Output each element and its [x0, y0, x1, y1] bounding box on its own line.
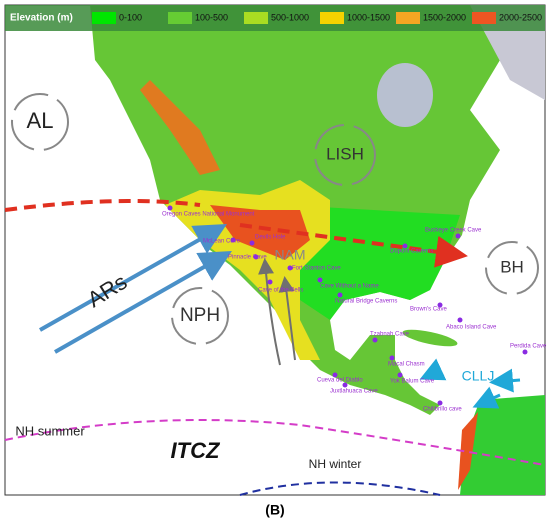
- cave-site: [342, 382, 348, 388]
- cave-site: [167, 205, 173, 211]
- region-label: BH: [500, 257, 524, 276]
- legend-label: 2000-2500: [499, 12, 542, 22]
- cave-site: [230, 237, 236, 243]
- ars-arrow: [54, 251, 232, 354]
- bh-gyre: [485, 241, 539, 295]
- cave-site: [332, 372, 338, 378]
- cave-site: [457, 317, 463, 323]
- al-gyre: [11, 93, 69, 151]
- circulation-arrows: [4, 93, 546, 496]
- region-label: NH winter: [309, 457, 362, 471]
- cave-label: Oregon Caves National Monument: [162, 212, 255, 218]
- nam-arrow: [278, 276, 296, 361]
- jet-stream-west: [4, 199, 201, 212]
- cave-label: Cueva del Diablo: [317, 378, 363, 384]
- legend-label: 0-100: [119, 12, 142, 22]
- cllj-arrow: [489, 368, 521, 393]
- legend-label: 1000-1500: [347, 12, 390, 22]
- legend-swatch: [244, 12, 268, 24]
- cave-site: [317, 277, 323, 283]
- nph-gyre: [171, 287, 229, 345]
- cave-site: [522, 349, 528, 355]
- cave-label: Chilibrillo cave: [423, 407, 462, 413]
- cave-site: [249, 240, 255, 246]
- caption: (B): [265, 502, 284, 518]
- region-label: NH summer: [15, 423, 85, 438]
- cave-label: Dupont Caverns: [390, 249, 433, 255]
- region-label: CLLJ: [462, 368, 495, 384]
- cave-site: [253, 254, 259, 260]
- itcz-winter: [239, 481, 441, 496]
- cave-label: Cave of the Bells: [258, 288, 303, 294]
- ars-arrow: [39, 224, 227, 332]
- cave-label: Buckeye Creek Cave: [425, 228, 482, 234]
- legend-title: Elevation (m): [10, 13, 73, 24]
- cave-label: Yok Balum Cave: [390, 379, 435, 385]
- cllj-arrow: [472, 386, 501, 409]
- legend-swatch: [396, 12, 420, 24]
- cave-site: [267, 279, 273, 285]
- legend-label: 100-500: [195, 12, 228, 22]
- cave-site: [455, 233, 461, 239]
- cave-label: Brown's Cave: [410, 307, 447, 313]
- lish-gyre: [314, 124, 376, 186]
- legend-swatch: [472, 12, 496, 24]
- cave-label: Pinnacle Cave: [228, 255, 267, 261]
- cave-label: McLean Cave: [203, 239, 241, 245]
- nam-arrow: [258, 258, 281, 366]
- cave-site: [389, 355, 395, 361]
- legend-label: 1500-2000: [423, 12, 466, 22]
- cave-site: [397, 372, 403, 378]
- legend-swatch: [92, 12, 116, 24]
- caves: Oregon Caves National Monument McLean Cav…: [162, 205, 547, 413]
- cave-label: Cave Without a Name: [320, 284, 379, 290]
- cave-label: Natural Bridge Caverns: [335, 299, 397, 305]
- cave-site: [337, 292, 343, 298]
- legend-swatch: [320, 12, 344, 24]
- jet-stream-east: [239, 223, 468, 268]
- cave-site: [372, 337, 378, 343]
- cave-site: [402, 243, 408, 249]
- legend-swatch: [168, 12, 192, 24]
- cave-site: [287, 265, 293, 271]
- region-label: NPH: [180, 305, 220, 326]
- legend: Elevation (m) 0-100 100-500 500-1000 1000-1…: [5, 5, 545, 31]
- region-label: AL: [27, 108, 54, 133]
- cllj-arrow: [419, 358, 447, 381]
- region-label: ITCZ: [171, 438, 221, 463]
- cave-site: [437, 302, 443, 308]
- cave-label: Juxtlahuaca Cave: [330, 389, 378, 395]
- cave-label: Fort Stanton Cave: [292, 266, 341, 272]
- region-label: LISH: [326, 144, 364, 163]
- legend-label: 500-1000: [271, 12, 309, 22]
- cave-label: Tzabnah Cave: [370, 332, 410, 338]
- cave-label: Abaco Island Cave: [446, 325, 497, 331]
- cave-label: Macal Chasm: [388, 362, 425, 368]
- cave-label: Devils Hole: [255, 235, 286, 241]
- cave-label: Perdida Cave: [510, 344, 547, 350]
- region-label: NAM: [274, 247, 305, 263]
- cave-site: [437, 400, 443, 406]
